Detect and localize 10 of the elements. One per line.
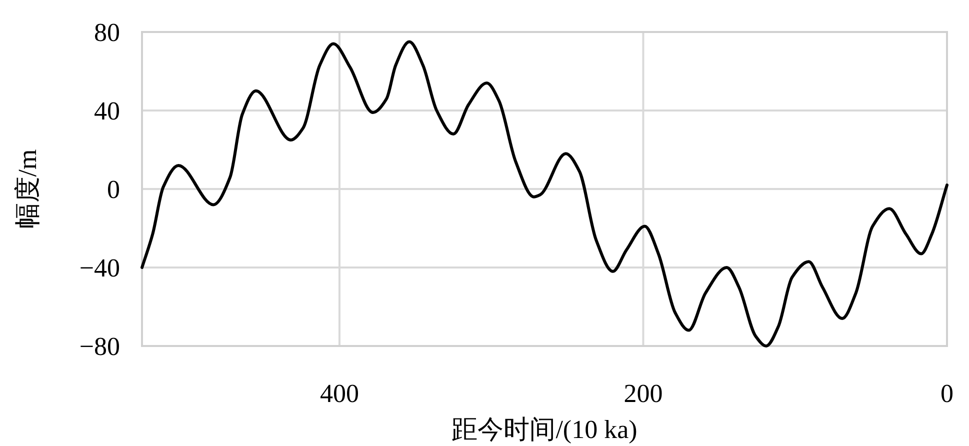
y-axis-title: 幅度/m (13, 149, 42, 229)
x-tick-label: 200 (624, 379, 663, 408)
x-axis-title: 距今时间/(10 ka) (452, 415, 638, 444)
x-tick-label: 400 (320, 379, 359, 408)
y-tick-label: −80 (79, 332, 120, 361)
y-tick-label: 80 (94, 18, 120, 47)
y-tick-label: 0 (107, 175, 120, 204)
y-tick-label: 40 (94, 96, 120, 126)
x-tick-label: 0 (940, 379, 954, 408)
y-tick-label: −40 (79, 254, 120, 282)
